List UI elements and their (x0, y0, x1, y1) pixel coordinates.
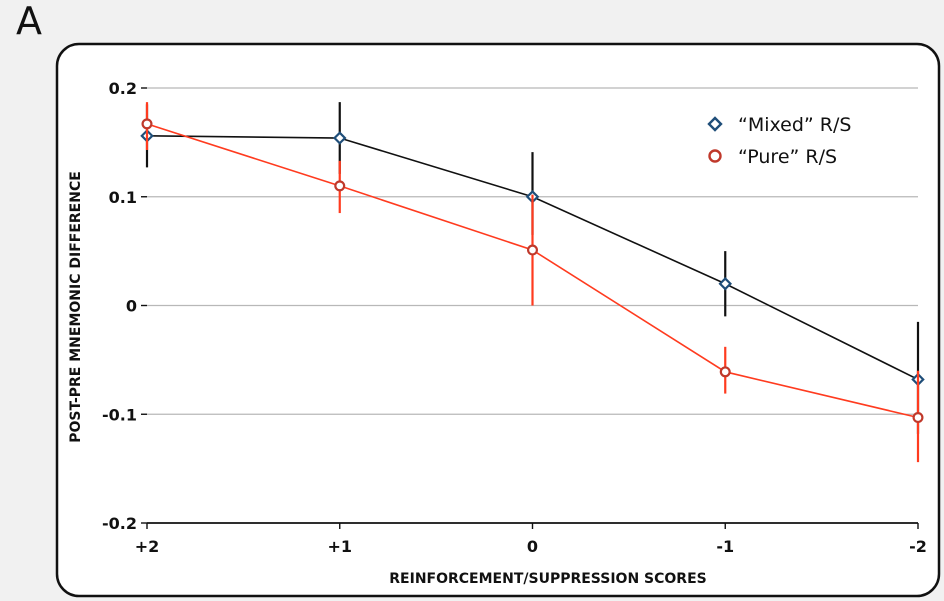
x-tick-label: +1 (327, 537, 352, 556)
y-tick-label: 0.1 (109, 188, 137, 207)
series-group (140, 102, 925, 463)
y-axis-label: POST-PRE MNEMONIC DIFFERENCE (68, 171, 84, 443)
mixed-data-point (332, 131, 347, 145)
chart-frame (55, 42, 941, 598)
legend-marker-pure (708, 149, 722, 163)
legend-label-pure: “Pure” R/S (738, 146, 837, 168)
y-tick-label: -0.1 (102, 405, 137, 424)
y-tick-label: 0.2 (109, 79, 137, 98)
mixed-data-point (718, 276, 733, 291)
legend-label-mixed: “Mixed” R/S (738, 114, 851, 136)
pure-data-point (912, 412, 924, 424)
x-axis-label: REINFORCEMENT/SUPPRESSION SCORES (389, 571, 706, 587)
y-tick-label: 0 (126, 297, 137, 316)
panel-label: A (16, 0, 42, 43)
x-tick-label: -1 (716, 537, 734, 556)
x-tick-label: 0 (527, 537, 538, 556)
x-tick-label: +2 (135, 537, 160, 556)
pure-data-point (719, 366, 731, 378)
pure-data-point (141, 118, 153, 130)
pure-data-point (526, 244, 538, 256)
legend: “Mixed” R/S “Pure” R/S (707, 114, 851, 168)
axes: 0.2 0.1 0 -0.1 -0.2 +2 +1 0 -1 -2 (102, 79, 927, 556)
legend-marker-mixed (707, 116, 723, 132)
x-tick-label: -2 (909, 537, 927, 556)
pure-data-point (334, 180, 346, 192)
y-tick-label: -0.2 (102, 514, 137, 533)
